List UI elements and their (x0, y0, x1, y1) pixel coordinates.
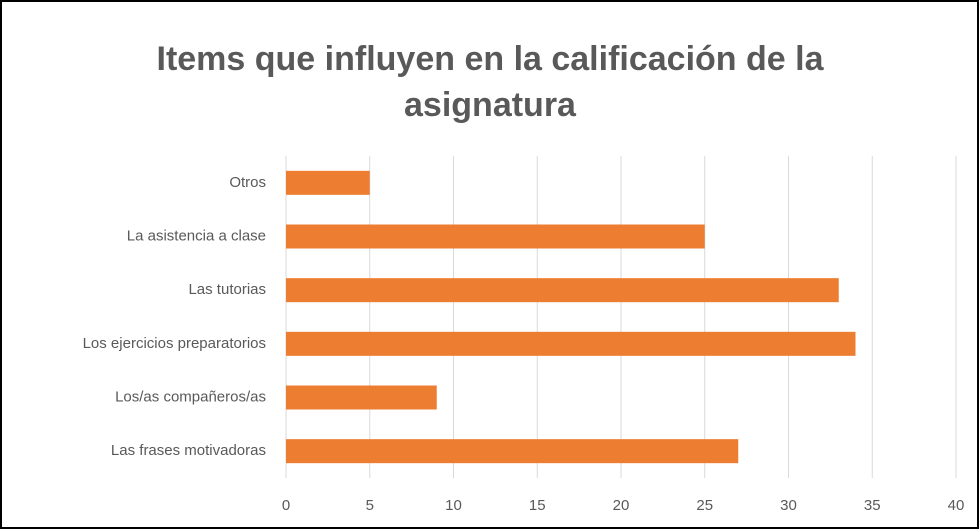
bar (286, 278, 839, 303)
x-tick-label: 5 (366, 497, 374, 514)
x-tick-label: 40 (948, 497, 965, 514)
x-tick-label: 25 (696, 497, 713, 514)
bar (286, 331, 856, 356)
y-tick-label: Las frases motivadoras (111, 442, 266, 459)
x-tick-label: 30 (780, 497, 797, 514)
bar (286, 439, 739, 464)
chart-title: Items que influyen en la calificación de… (156, 40, 824, 124)
y-tick-label: Las tutorias (188, 281, 266, 298)
x-tick-label: 10 (445, 497, 462, 514)
x-tick-label: 15 (529, 497, 546, 514)
x-tick-label: 0 (282, 497, 290, 514)
y-tick-label: Otros (229, 174, 266, 191)
bar (286, 170, 370, 195)
x-tick-label: 35 (864, 497, 881, 514)
y-tick-label: Los ejercicios preparatorios (83, 335, 266, 352)
x-tick-label: 20 (613, 497, 630, 514)
y-tick-label: Los/as compañeros/as (115, 388, 266, 405)
y-tick-label: La asistencia a clase (127, 227, 266, 244)
bar (286, 224, 705, 249)
bar (286, 385, 437, 410)
